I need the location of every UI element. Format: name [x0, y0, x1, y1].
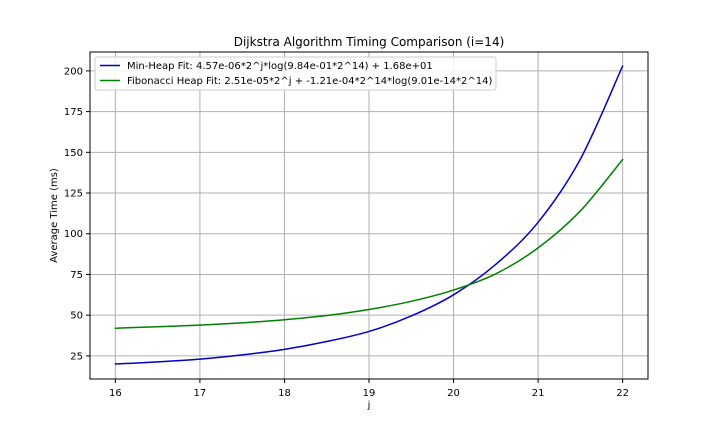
- x-tick-label: 21: [532, 388, 545, 399]
- series-line-fibonacci-heap: [114, 158, 624, 329]
- y-tick-label: 150: [64, 148, 83, 159]
- chart-title: Dijkstra Algorithm Timing Comparison (i=…: [234, 35, 505, 49]
- x-tick-label: 18: [278, 388, 291, 399]
- y-tick-label: 50: [70, 311, 83, 322]
- x-tick-label: 16: [109, 388, 122, 399]
- legend: Min-Heap Fit: 4.57e-06*2^j*log(9.84e-01*…: [94, 56, 497, 91]
- y-tick-label: 200: [64, 66, 83, 77]
- x-tick-label: 17: [194, 388, 207, 399]
- series-line-min-heap: [114, 65, 624, 365]
- x-tick-label: 20: [447, 388, 460, 399]
- y-tick-label: 175: [64, 107, 83, 118]
- legend-label-fibonacci-heap: Fibonacci Heap Fit: 2.51e-05*2^j + -1.21…: [127, 76, 492, 87]
- legend-label-min-heap: Min-Heap Fit: 4.57e-06*2^j*log(9.84e-01*…: [127, 61, 433, 72]
- y-axis-label: Average Time (ms): [49, 168, 60, 263]
- x-axis-label: j: [367, 400, 371, 411]
- axis-ticks: 16 17 18 19 20 21 22 25 50 75 100 125 150 175 200: [64, 66, 629, 399]
- x-tick-label: 19: [363, 388, 376, 399]
- legend-box: [94, 56, 497, 91]
- y-tick-label: 125: [64, 189, 83, 200]
- y-tick-label: 100: [64, 229, 83, 240]
- y-tick-label: 25: [70, 351, 83, 362]
- series-lines: [114, 65, 624, 365]
- x-tick-label: 22: [616, 388, 629, 399]
- y-tick-label: 75: [70, 270, 83, 281]
